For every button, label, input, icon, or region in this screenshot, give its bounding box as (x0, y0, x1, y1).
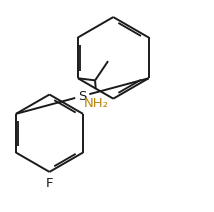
Text: NH₂: NH₂ (84, 97, 109, 110)
Text: S: S (78, 89, 86, 103)
Text: F: F (46, 177, 53, 190)
